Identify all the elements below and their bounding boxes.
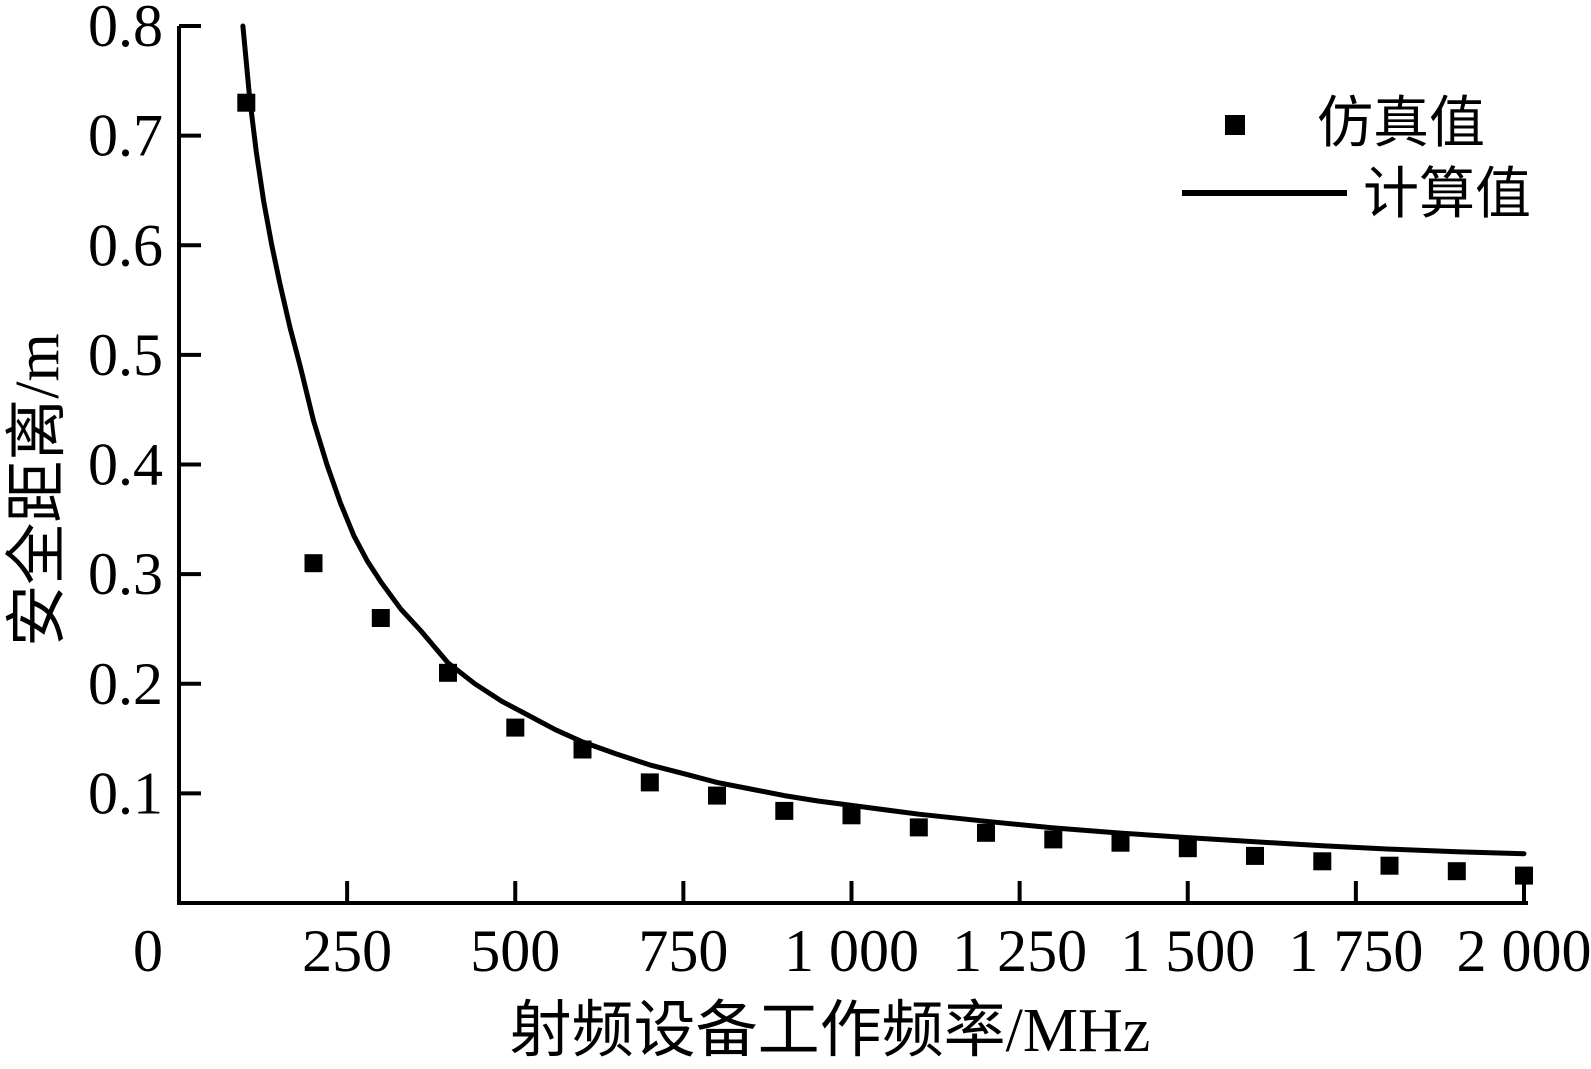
plot-area: 0.1 0.2 0.3 0.4 0.5 0.6 0.7 0.8 0 250 500 750 1 000 1… <box>88 0 1591 984</box>
legend-label-simulation: 仿真值 <box>1317 93 1485 155</box>
x-tick-label: 500 <box>470 918 560 984</box>
simulation-data-point <box>775 801 794 820</box>
simulation-data-point <box>708 786 726 805</box>
simulation-data-point <box>842 806 861 825</box>
simulation-data-point <box>1313 852 1332 871</box>
simulation-data-point <box>573 740 592 759</box>
y-tick-label: 0.5 <box>88 322 163 388</box>
x-tick-label: 1 250 <box>952 918 1087 984</box>
y-tick-label: 0.2 <box>88 651 163 717</box>
simulation-data-point <box>1246 846 1264 865</box>
x-tick-label: 1 750 <box>1288 918 1423 984</box>
simulation-data-point <box>1178 839 1197 858</box>
simulation-data-point <box>1044 830 1063 849</box>
legend-label-calculated: 计算值 <box>1363 164 1531 226</box>
legend-square-marker-icon <box>1225 115 1245 135</box>
y-tick-label: 0.8 <box>88 0 163 59</box>
x-tick-label: 1 500 <box>1120 918 1255 984</box>
y-tick-label: 0.3 <box>88 541 163 607</box>
y-axis-title: 安全距离/m <box>4 333 72 646</box>
y-tick-label: 0.1 <box>88 760 163 826</box>
x-tick-label: 250 <box>302 918 392 984</box>
x-axis-title: 射频设备工作频率/MHz <box>510 997 1151 1065</box>
y-tick-label: 0.6 <box>88 212 163 278</box>
legend: 仿真值 计算值 <box>1182 93 1531 226</box>
simulation-data-point <box>1447 862 1466 881</box>
simulation-data-point <box>304 554 323 573</box>
simulation-data-point <box>1380 856 1399 875</box>
x-tick-label: 0 <box>133 918 163 984</box>
simulation-data-point <box>1515 866 1533 885</box>
axis-spine <box>177 26 1528 905</box>
x-tick-label: 1 000 <box>784 918 919 984</box>
simulation-data-point <box>439 663 457 682</box>
simulation-data-point <box>506 718 525 737</box>
simulation-data-point <box>371 609 390 627</box>
y-tick-label: 0.4 <box>88 432 163 498</box>
y-tick-label: 0.7 <box>88 103 163 169</box>
simulation-data-point <box>640 773 659 792</box>
simulation-data-point <box>909 818 928 837</box>
simulation-data-point <box>1111 833 1130 852</box>
calculated-value-curve <box>240 23 1527 857</box>
simulation-data-point <box>237 93 256 112</box>
simulation-data-point <box>977 823 995 842</box>
x-tick-label: 750 <box>638 918 728 984</box>
x-tick-label: 2 000 <box>1457 918 1591 984</box>
